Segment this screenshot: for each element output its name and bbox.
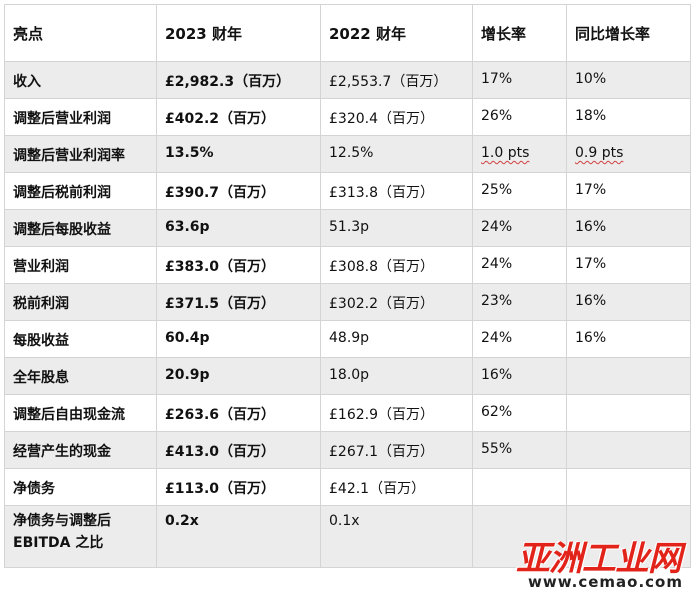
cell-fy2023: 13.5% [156,135,321,173]
row-label: 经营产生的现金 [4,431,157,469]
table-row: 税前利润 £371.5（百万） £302.2（百万） 23% 16% [4,283,691,321]
cell-growth [472,505,567,568]
cell-yoy: 16% [566,209,691,247]
cell-fy2023: £2,982.3（百万） [156,61,321,99]
cell-fy2022: £267.1（百万） [320,431,473,469]
cell-fy2023: £113.0（百万） [156,468,321,506]
cell-fy2022: £308.8（百万） [320,246,473,284]
growth-pts-value: 1.0 pts [481,145,530,161]
cell-fy2023: £402.2（百万） [156,98,321,136]
table-row: 调整后自由现金流 £263.6（百万） £162.9（百万） 62% [4,394,691,432]
cell-growth: 24% [472,209,567,247]
cell-growth: 24% [472,320,567,358]
cell-growth: 26% [472,98,567,136]
highlights-table: 亮点 2023 财年 2022 财年 增长率 同比增长率 收入 £2,982.3… [4,4,691,568]
cell-fy2023: £263.6（百万） [156,394,321,432]
row-label: 净债务与调整后 EBITDA 之比 [4,505,157,568]
cell-fy2022: £2,553.7（百万） [320,61,473,99]
table-row: 收入 £2,982.3（百万） £2,553.7（百万） 17% 10% [4,61,691,99]
cell-fy2022: 51.3p [320,209,473,247]
cell-yoy [566,468,691,506]
row-label: 全年股息 [4,357,157,395]
cell-yoy: 16% [566,283,691,321]
cell-fy2023: 20.9p [156,357,321,395]
row-label: 收入 [4,61,157,99]
watermark-url: www.cemao.com [528,573,683,591]
row-label: 每股收益 [4,320,157,358]
row-label: 调整后营业利润率 [4,135,157,173]
cell-fy2023: £390.7（百万） [156,172,321,210]
table-row: 调整后营业利润 £402.2（百万） £320.4（百万） 26% 18% [4,98,691,136]
row-label: 调整后税前利润 [4,172,157,210]
cell-fy2022: 18.0p [320,357,473,395]
cell-growth: 17% [472,61,567,99]
cell-growth: 62% [472,394,567,432]
cell-growth: 23% [472,283,567,321]
cell-fy2023: £413.0（百万） [156,431,321,469]
cell-fy2022: £162.9（百万） [320,394,473,432]
cell-yoy: 18% [566,98,691,136]
row-label: 营业利润 [4,246,157,284]
cell-yoy [566,431,691,469]
cell-growth: 16% [472,357,567,395]
cell-fy2023: 0.2x [156,505,321,568]
cell-yoy: 16% [566,320,691,358]
table-row: 经营产生的现金 £413.0（百万） £267.1（百万） 55% [4,431,691,469]
cell-yoy: 0.9 pts [566,135,691,173]
cell-fy2023: 63.6p [156,209,321,247]
cell-fy2022: £320.4（百万） [320,98,473,136]
cell-fy2023: £383.0（百万） [156,246,321,284]
cell-fy2022: 0.1x [320,505,473,568]
cell-fy2022: £42.1（百万） [320,468,473,506]
table-row: 营业利润 £383.0（百万） £308.8（百万） 24% 17% [4,246,691,284]
table-row: 调整后每股收益 63.6p 51.3p 24% 16% [4,209,691,247]
cell-yoy: 10% [566,61,691,99]
table-row: 调整后营业利润率 13.5% 12.5% 1.0 pts 0.9 pts [4,135,691,173]
header-row: 亮点 2023 财年 2022 财年 增长率 同比增长率 [4,4,691,62]
table-row: 净债务与调整后 EBITDA 之比 0.2x 0.1x [4,505,691,568]
cell-yoy [566,505,691,568]
header-growth: 增长率 [472,4,567,62]
row-label: 调整后营业利润 [4,98,157,136]
cell-yoy: 17% [566,172,691,210]
table-row: 全年股息 20.9p 18.0p 16% [4,357,691,395]
cell-growth: 25% [472,172,567,210]
header-yoy: 同比增长率 [566,4,691,62]
yoy-pts-value: 0.9 pts [575,145,624,161]
cell-growth: 1.0 pts [472,135,567,173]
cell-fy2022: 12.5% [320,135,473,173]
row-label: 调整后每股收益 [4,209,157,247]
watermark-title: 亚洲工业网 [516,539,682,579]
cell-yoy [566,394,691,432]
header-fy2022: 2022 财年 [320,4,473,62]
cell-fy2023: £371.5（百万） [156,283,321,321]
table-row: 每股收益 60.4p 48.9p 24% 16% [4,320,691,358]
header-fy2023: 2023 财年 [156,4,321,62]
row-label: 调整后自由现金流 [4,394,157,432]
cell-fy2022: £302.2（百万） [320,283,473,321]
cell-fy2023: 60.4p [156,320,321,358]
cell-growth: 55% [472,431,567,469]
watermark-logo: 亚洲工业网 www.cemao.com [509,531,689,591]
row-label: 净债务 [4,468,157,506]
cell-yoy [566,357,691,395]
cell-growth [472,468,567,506]
cell-yoy: 17% [566,246,691,284]
cell-growth: 24% [472,246,567,284]
table-row: 调整后税前利润 £390.7（百万） £313.8（百万） 25% 17% [4,172,691,210]
cell-fy2022: £313.8（百万） [320,172,473,210]
cell-fy2022: 48.9p [320,320,473,358]
table-row: 净债务 £113.0（百万） £42.1（百万） [4,468,691,506]
header-highlight: 亮点 [4,4,157,62]
row-label: 税前利润 [4,283,157,321]
